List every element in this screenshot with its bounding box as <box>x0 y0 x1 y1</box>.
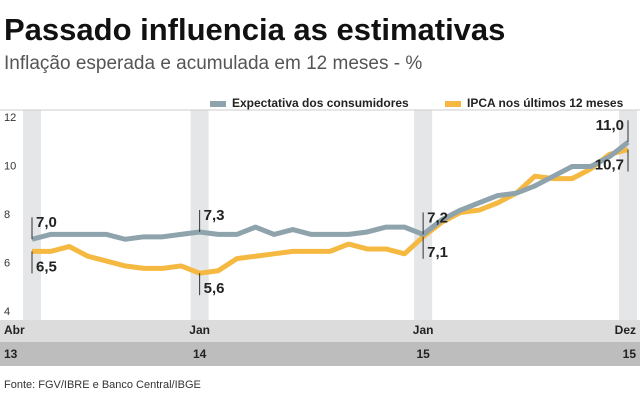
value-label: 7,0 <box>36 214 57 231</box>
year-label: 13 <box>4 347 18 361</box>
series-line <box>32 147 629 276</box>
chart-subtitle: Inflação esperada e acumulada em 12 mese… <box>4 53 422 74</box>
year-label: 14 <box>193 347 207 361</box>
value-label: 7,1 <box>427 244 448 261</box>
value-label: 10,7 <box>595 156 624 173</box>
y-tick-label: 12 <box>4 112 16 124</box>
value-label: 5,6 <box>204 280 225 297</box>
legend-label: Expectativa dos consumidores <box>232 96 409 110</box>
highlight-band <box>23 110 41 320</box>
year-label: 15 <box>623 347 637 361</box>
value-label: 6,5 <box>36 258 57 275</box>
x-tick-label: Dez <box>615 323 636 337</box>
x-tick-label: Abr <box>4 323 25 337</box>
x-tick-label: Jan <box>413 323 434 337</box>
value-label: 11,0 <box>596 117 624 134</box>
chart-title: Passado influencia as estimativas <box>4 12 505 47</box>
highlight-band <box>619 110 637 320</box>
series-line <box>31 140 630 242</box>
year-label: 15 <box>416 347 430 361</box>
month-row <box>0 320 640 342</box>
value-label: 7,3 <box>204 207 225 224</box>
year-row <box>0 342 640 366</box>
y-tick-label: 8 <box>4 209 10 221</box>
legend-label: IPCA nos últimos 12 meses <box>467 96 624 110</box>
y-tick-label: 10 <box>4 160 16 172</box>
y-tick-label: 6 <box>4 257 10 269</box>
value-label: 7,2 <box>427 209 448 226</box>
source: Fonte: FGV/IBRE e Banco Central/IBGE <box>4 379 201 391</box>
y-tick-label: 4 <box>4 306 10 318</box>
x-tick-label: Jan <box>189 323 210 337</box>
